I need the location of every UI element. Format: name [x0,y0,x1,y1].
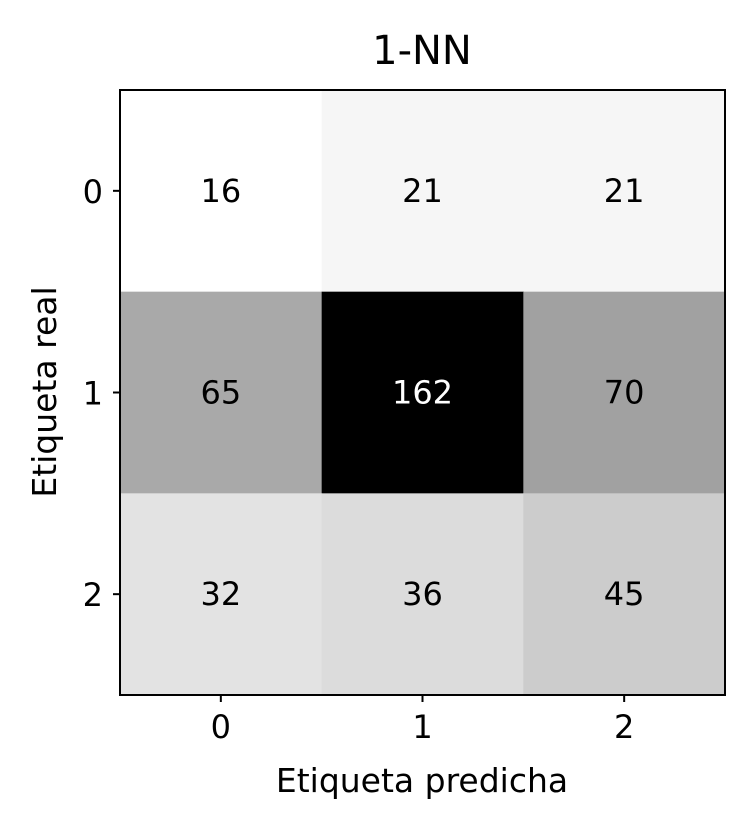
y-tick-label-1: 1 [83,375,103,413]
cell-value-label-0-1: 21 [402,172,443,210]
y-axis-label: Etiqueta real [25,286,64,497]
cell-value-label-2-0: 32 [200,575,241,613]
x-tick-label-0: 0 [211,708,231,746]
chart-title: 1-NN [372,28,472,74]
heatmap-cell-1-1 [321,291,524,494]
cell-value-label-2-1: 36 [402,575,443,613]
x-tick-label-1: 1 [412,708,432,746]
heatmap-cell-0-0 [120,90,323,293]
cell-value-label-2-2: 45 [604,575,645,613]
heatmap-cell-1-0 [120,291,323,494]
heatmap-cell-1-2 [523,291,726,494]
x-axis-label: Etiqueta predicha [276,761,568,800]
heatmap-cell-0-2 [523,90,726,293]
heatmap-cell-2-0 [120,493,323,696]
y-tick-label-2: 2 [83,576,103,614]
cell-value-label-1-0: 65 [200,374,241,412]
heatmap-cell-labels: 16 21 21 65 162 70 32 36 45 [200,172,644,613]
x-tick-label-2: 2 [614,708,634,746]
cell-value-label-1-2: 70 [604,374,645,412]
y-axis-ticks: 0 1 2 [83,173,120,614]
y-tick-label-0: 0 [83,173,103,211]
heatmap-cell-2-1 [321,493,524,696]
heatmap-cell-2-2 [523,493,726,696]
heatmap-cells [120,90,726,696]
x-axis-ticks: 0 1 2 [211,695,634,746]
heatmap-cell-0-1 [321,90,524,293]
cell-value-label-1-1: 162 [392,374,453,412]
cell-value-label-0-2: 21 [604,172,645,210]
cell-value-label-0-0: 16 [200,172,241,210]
